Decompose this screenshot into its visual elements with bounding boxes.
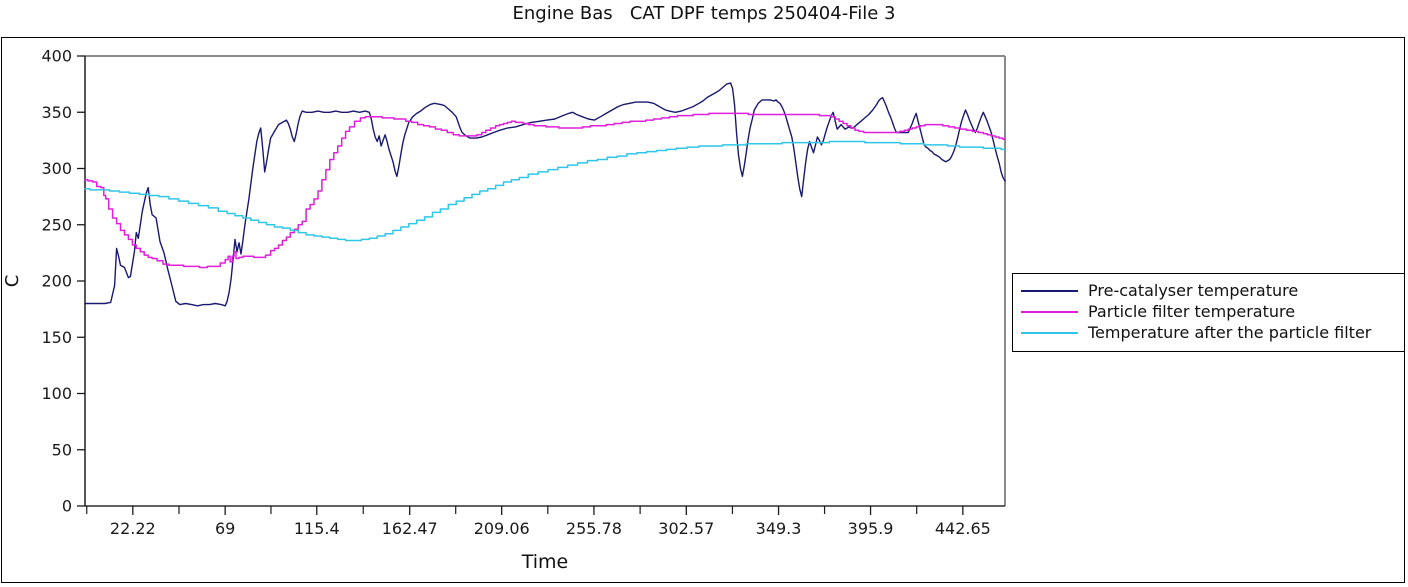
x-tick-label: 115.4 [294,519,340,538]
series-line-1 [84,112,1006,269]
y-tick-label: 100 [41,384,72,403]
legend: Pre-catalyser temperature Particle filte… [1012,273,1405,352]
legend-item-particle-filter: Particle filter temperature [1021,301,1404,322]
x-tick-label: 255.78 [566,519,622,538]
y-axis-label: C [1,274,23,288]
x-tick-label: 302.57 [658,519,714,538]
y-tick-label: 0 [62,497,72,516]
x-tick-label: 395.9 [848,519,894,538]
chart-title: Engine Bas CAT DPF temps 250404-File 3 [512,3,896,24]
series-line-2 [84,140,1006,242]
y-tick-label: 400 [41,47,72,66]
x-tick-label: 209.06 [474,519,530,538]
y-tick-label: 350 [41,103,72,122]
legend-line-sample [1021,310,1078,313]
x-tick-label: 22.22 [110,519,156,538]
legend-label: Particle filter temperature [1088,302,1296,321]
y-tick-label: 250 [41,215,72,234]
y-tick-label: 200 [41,272,72,291]
y-tick-label: 300 [41,159,72,178]
legend-line-sample [1021,331,1078,334]
x-tick-label: 162.47 [382,519,438,538]
y-tick-label: 50 [52,440,72,459]
x-tick-label: 349.3 [756,519,802,538]
y-tick-label: 150 [41,328,72,347]
legend-line-sample [1021,289,1078,292]
x-tick-label: 69 [215,519,235,538]
x-tick-label: 442.65 [935,519,991,538]
legend-item-pre-catalyser: Pre-catalyser temperature [1021,280,1404,301]
series-line-0 [84,82,1006,307]
legend-label: Temperature after the particle filter [1088,323,1372,342]
legend-label: Pre-catalyser temperature [1088,281,1299,300]
legend-item-after-particle-filter: Temperature after the particle filter [1021,322,1404,343]
x-axis-label: Time [521,551,569,573]
